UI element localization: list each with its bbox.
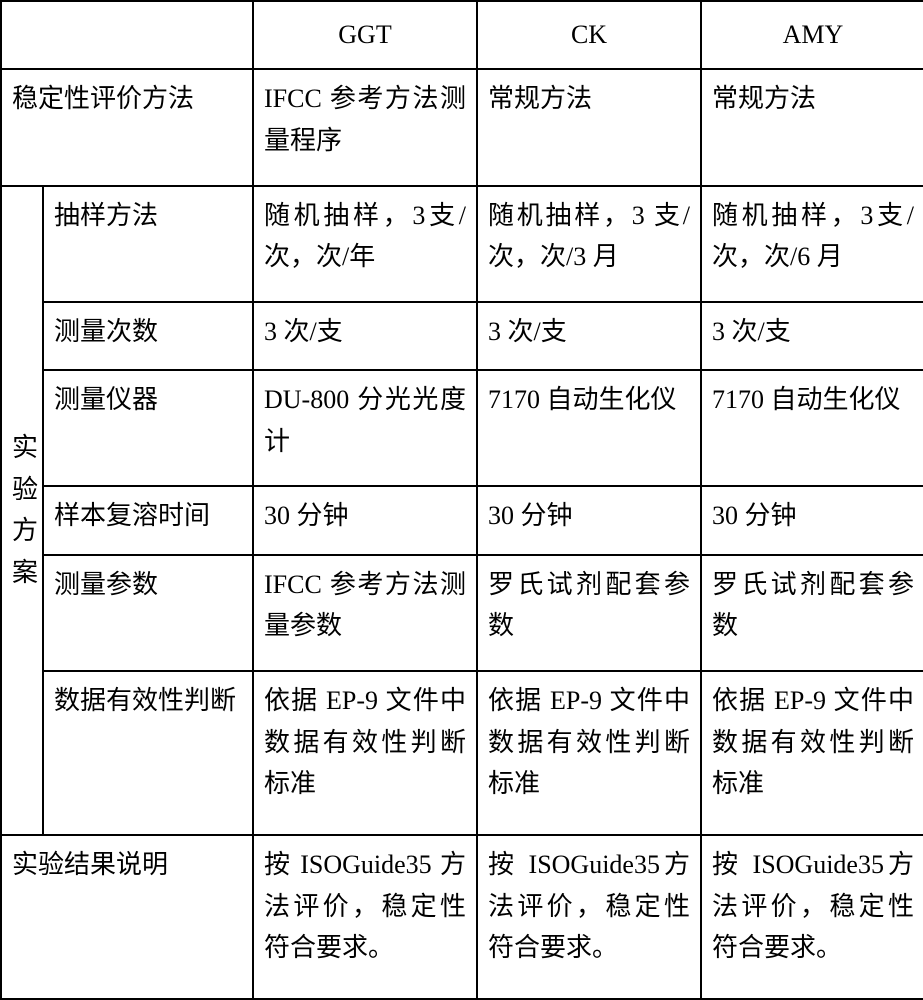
cell-ggt: IFCC 参考方法测量程序	[253, 69, 477, 185]
header-amy: AMY	[701, 1, 923, 69]
cell-amy: 30 分钟	[701, 486, 923, 554]
cell-amy: 7170 自动生化仪	[701, 370, 923, 486]
cell-amy: 按 ISOGuide35方法评价，稳定性符合要求。	[701, 835, 923, 999]
row-label: 测量参数	[43, 555, 253, 671]
cell-ggt: DU-800 分光光度计	[253, 370, 477, 486]
row-label: 数据有效性判断	[43, 671, 253, 835]
table-row: 样本复溶时间 30 分钟 30 分钟 30 分钟	[1, 486, 923, 554]
cell-ck: 按 ISOGuide35方法评价，稳定性符合要求。	[477, 835, 701, 999]
cell-ggt: 3 次/支	[253, 302, 477, 370]
row-label: 测量仪器	[43, 370, 253, 486]
table-row: 实验结果说明 按 ISOGuide35 方法评价，稳定性符合要求。 按 ISOG…	[1, 835, 923, 999]
cell-ck: 罗氏试剂配套参数	[477, 555, 701, 671]
cell-ck: 常规方法	[477, 69, 701, 185]
table-row: 测量次数 3 次/支 3 次/支 3 次/支	[1, 302, 923, 370]
table-row: 测量参数 IFCC 参考方法测量参数 罗氏试剂配套参数 罗氏试剂配套参数	[1, 555, 923, 671]
cell-ggt: 按 ISOGuide35 方法评价，稳定性符合要求。	[253, 835, 477, 999]
cell-ck: 7170 自动生化仪	[477, 370, 701, 486]
header-ck: CK	[477, 1, 701, 69]
cell-ggt: 30 分钟	[253, 486, 477, 554]
cell-ggt: 随机抽样，3支/次，次/年	[253, 186, 477, 302]
table-row: 稳定性评价方法 IFCC 参考方法测量程序 常规方法 常规方法	[1, 69, 923, 185]
cell-ck: 30 分钟	[477, 486, 701, 554]
row-label: 测量次数	[43, 302, 253, 370]
table-row: 测量仪器 DU-800 分光光度计 7170 自动生化仪 7170 自动生化仪	[1, 370, 923, 486]
cell-amy: 罗氏试剂配套参数	[701, 555, 923, 671]
row-label: 实验结果说明	[1, 835, 253, 999]
cell-ck: 随机抽样，3 支/次，次/3 月	[477, 186, 701, 302]
header-empty-cell	[1, 1, 253, 69]
header-ggt: GGT	[253, 1, 477, 69]
row-label: 样本复溶时间	[43, 486, 253, 554]
table-row: 实验方案 抽样方法 随机抽样，3支/次，次/年 随机抽样，3 支/次，次/3 月…	[1, 186, 923, 302]
cell-amy: 常规方法	[701, 69, 923, 185]
section-label: 实验方案	[1, 186, 43, 835]
table-header-row: GGT CK AMY	[1, 1, 923, 69]
table-row: 数据有效性判断 依据 EP-9 文件中数据有效性判断标准 依据 EP-9 文件中…	[1, 671, 923, 835]
data-table: GGT CK AMY 稳定性评价方法 IFCC 参考方法测量程序 常规方法 常规…	[0, 0, 923, 1000]
row-label: 抽样方法	[43, 186, 253, 302]
cell-amy: 依据 EP-9 文件中数据有效性判断标准	[701, 671, 923, 835]
cell-ggt: 依据 EP-9 文件中数据有效性判断标准	[253, 671, 477, 835]
cell-ck: 3 次/支	[477, 302, 701, 370]
cell-ggt: IFCC 参考方法测量参数	[253, 555, 477, 671]
cell-amy: 3 次/支	[701, 302, 923, 370]
cell-ck: 依据 EP-9 文件中数据有效性判断标准	[477, 671, 701, 835]
cell-amy: 随机抽样，3支/次，次/6 月	[701, 186, 923, 302]
row-label: 稳定性评价方法	[1, 69, 253, 185]
